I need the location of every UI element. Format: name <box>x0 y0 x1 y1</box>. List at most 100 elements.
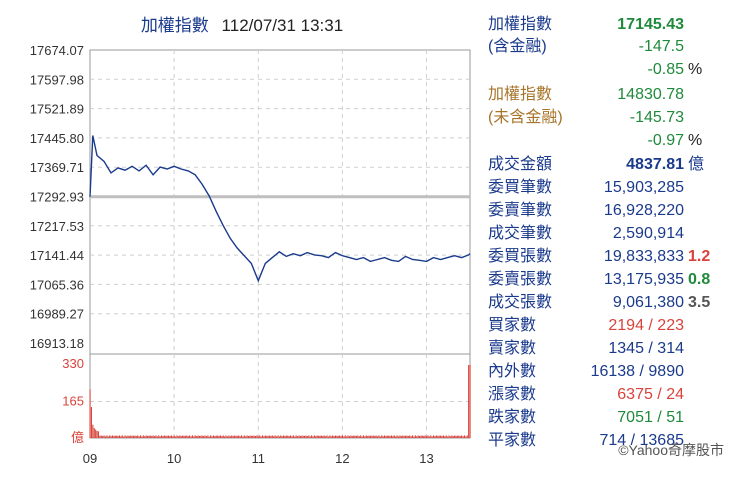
info-label: 委賣張數 <box>488 271 553 288</box>
volume-bar <box>396 435 398 438</box>
volume-bar <box>253 435 255 438</box>
volume-bar <box>469 365 471 438</box>
volume-bar <box>285 435 287 438</box>
info-label: 賣家數 <box>488 340 537 357</box>
volume-bar <box>155 435 157 438</box>
volume-bar <box>330 436 332 438</box>
volume-bar <box>165 435 167 438</box>
volume-bar <box>141 436 143 438</box>
volume-bar <box>434 436 436 438</box>
volume-bar <box>225 435 227 438</box>
y-tick-label: 17674.07 <box>30 43 84 58</box>
volume-bar <box>465 436 467 438</box>
info-value: 2,590,914 <box>612 225 684 242</box>
volume-bar <box>368 435 370 438</box>
volume-bar <box>334 435 336 438</box>
volume-bar <box>385 435 387 438</box>
volume-bar <box>455 435 457 438</box>
volume-bar <box>124 435 126 438</box>
volume-bar <box>132 435 135 438</box>
info-row: (含金融) -147.5 <box>484 36 740 58</box>
volume-bar <box>113 435 115 438</box>
volume-bar <box>302 435 304 438</box>
volume-bar <box>187 436 189 438</box>
volume-bar <box>104 436 107 438</box>
info-label: 加權指數 <box>488 86 553 103</box>
volume-bar <box>110 436 112 438</box>
info-value: 6375 / 24 <box>617 386 684 403</box>
volume-bar <box>399 435 401 438</box>
volume-bar <box>395 436 397 438</box>
volume-bar <box>320 435 322 438</box>
volume-bar <box>449 436 451 438</box>
volume-bar <box>358 436 360 438</box>
volume-bar <box>412 435 414 438</box>
volume-tick-label: 330 <box>62 356 84 371</box>
volume-bar <box>109 435 111 438</box>
volume-bar <box>466 435 468 438</box>
volume-bar <box>260 436 262 438</box>
volume-bar <box>383 435 386 438</box>
info-row: 委買張數 19,833,833 1.2 <box>484 246 740 268</box>
volume-bar <box>93 428 95 438</box>
info-value: -0.85 <box>647 61 684 78</box>
volume-bar <box>200 435 202 438</box>
volume-bar <box>130 435 132 438</box>
volume-bar <box>283 435 285 438</box>
volume-bar <box>325 436 327 438</box>
volume-bar <box>121 435 123 438</box>
volume-bar <box>169 435 171 438</box>
volume-bar <box>417 435 419 438</box>
info-label: (未含金融) <box>488 109 563 126</box>
volume-bar <box>154 436 156 438</box>
volume-bar <box>100 435 102 438</box>
volume-bar <box>273 436 275 438</box>
info-value: 7051 / 51 <box>617 409 684 426</box>
volume-bar <box>270 435 272 438</box>
volume-bar <box>295 435 297 438</box>
volume-bar <box>347 435 349 438</box>
volume-bar <box>267 435 269 438</box>
volume-bar <box>229 436 231 438</box>
volume-bar <box>172 436 174 438</box>
info-value: 1345 / 314 <box>608 340 684 357</box>
volume-bar <box>89 389 91 438</box>
volume-bar <box>208 436 210 438</box>
info-suffix: % <box>688 132 703 149</box>
info-suffix: 0.8 <box>688 271 711 288</box>
volume-bar <box>266 435 268 438</box>
volume-bar <box>102 436 104 438</box>
info-label: (含金融) <box>488 38 547 55</box>
volume-bar <box>410 436 412 438</box>
volume-bar <box>264 435 266 438</box>
volume-bar <box>203 435 205 438</box>
volume-bar <box>339 435 341 438</box>
volume-bar <box>374 435 376 438</box>
volume-bar <box>134 435 136 438</box>
volume-bar <box>312 436 314 438</box>
info-label: 委買筆數 <box>488 179 553 196</box>
volume-bar <box>292 435 294 438</box>
volume-bar <box>301 435 303 438</box>
volume-bar <box>256 435 258 438</box>
volume-bar <box>201 435 203 438</box>
volume-bar <box>245 436 247 438</box>
volume-bar <box>364 436 366 438</box>
volume-bar <box>243 435 245 438</box>
info-row: 成交張數 9,061,380 3.5 <box>484 292 740 314</box>
info-value: 9,061,380 <box>612 294 684 311</box>
volume-bar <box>341 435 343 438</box>
volume-bar <box>404 435 407 438</box>
volume-bar <box>186 435 188 438</box>
info-value: 714 / 13685 <box>599 432 684 449</box>
volume-bar <box>103 435 105 438</box>
volume-bar <box>420 435 422 438</box>
volume-bar <box>354 435 356 438</box>
volume-bar <box>139 435 142 438</box>
info-value: 19,833,833 <box>603 248 684 265</box>
volume-bar <box>444 436 446 438</box>
y-tick-label: 17141.44 <box>30 248 84 263</box>
info-value: 15,903,285 <box>603 179 684 196</box>
volume-bar <box>413 436 415 438</box>
volume-bar <box>198 435 200 438</box>
